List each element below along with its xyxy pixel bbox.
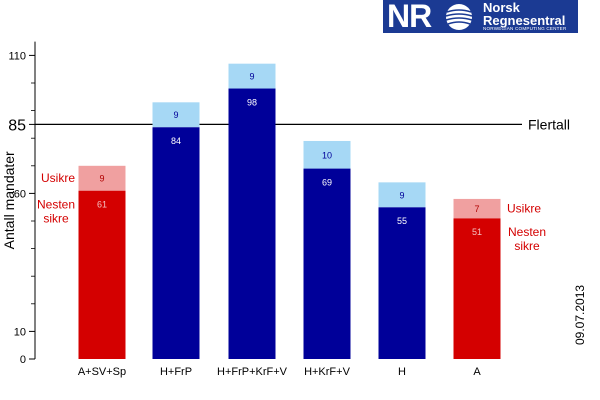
- logo-name-line1: Norsk: [483, 0, 520, 15]
- bar-label-nesten-sikre: 55: [397, 216, 407, 226]
- bar-segment-nesten-sikre: [378, 207, 426, 359]
- bar-label-usikre: 10: [322, 150, 332, 160]
- majority-label: Flertall: [528, 116, 570, 132]
- annotation-usikre-right: Usikre: [507, 202, 541, 216]
- bar-segment-nesten-sikre: [303, 168, 351, 359]
- bar-segment-usikre: [78, 165, 126, 191]
- bar-label-nesten-sikre: 51: [472, 227, 482, 237]
- wave-icon: [445, 4, 473, 30]
- bar-label-usikre: 9: [99, 174, 104, 184]
- bar-segment-usikre: [453, 198, 501, 219]
- chart-date: 09.07.2013: [573, 284, 587, 345]
- y-tick-label: 110: [8, 50, 26, 62]
- y-tick-label: 60: [14, 188, 26, 200]
- bar-label-nesten-sikre: 98: [247, 98, 257, 108]
- bar-label-usikre: 9: [249, 72, 254, 82]
- bar-label-usikre: 9: [399, 190, 404, 200]
- bar-segment-usikre: [228, 63, 276, 89]
- y-tick-label: 0: [20, 354, 26, 366]
- bar-segment-nesten-sikre: [152, 127, 200, 359]
- nr-logo: NR Norsk Regnesentral NORWEGIAN COMPUTIN…: [383, 0, 578, 34]
- bar-label-nesten-sikre: 61: [97, 200, 107, 210]
- annotation-usikre-left: Usikre: [41, 171, 75, 185]
- annotation-nesten-right: Nesten: [508, 225, 546, 239]
- bar-segment-nesten-sikre: [453, 218, 501, 359]
- x-tick-label: H+FrP: [160, 366, 192, 378]
- bar-segment-usikre: [152, 102, 200, 128]
- bar-label-nesten-sikre: 84: [171, 136, 181, 146]
- logo-mark: NR: [387, 0, 432, 34]
- bar-segment-nesten-sikre: [78, 190, 126, 359]
- bar-label-nesten-sikre: 69: [322, 178, 332, 188]
- y-tick-label: 85: [8, 117, 26, 134]
- x-tick-label: A: [473, 366, 481, 378]
- bar-label-usikre: 7: [474, 204, 479, 214]
- y-tick-label: 10: [14, 326, 26, 338]
- logo-name: Norsk Regnesentral: [483, 1, 565, 27]
- annotation-sikre-left: sikre: [43, 212, 69, 226]
- x-tick-label: A+SV+Sp: [78, 366, 126, 378]
- annotation-sikre-right: sikre: [514, 239, 540, 253]
- bar-segment-usikre: [378, 182, 426, 208]
- bar-label-usikre: 9: [173, 110, 178, 120]
- x-tick-label: H: [398, 366, 406, 378]
- bar-segment-nesten-sikre: [228, 88, 276, 360]
- y-axis-label: Antall mandater: [1, 151, 17, 249]
- x-tick-label: H+KrF+V: [304, 366, 351, 378]
- annotation-nesten-left: Nesten: [37, 198, 75, 212]
- bar-segment-usikre: [303, 140, 351, 169]
- logo-name-line2: Regnesentral: [483, 13, 566, 28]
- x-tick-label: H+FrP+KrF+V: [217, 366, 288, 378]
- logo-subtitle: NORWEGIAN COMPUTING CENTER: [483, 26, 567, 31]
